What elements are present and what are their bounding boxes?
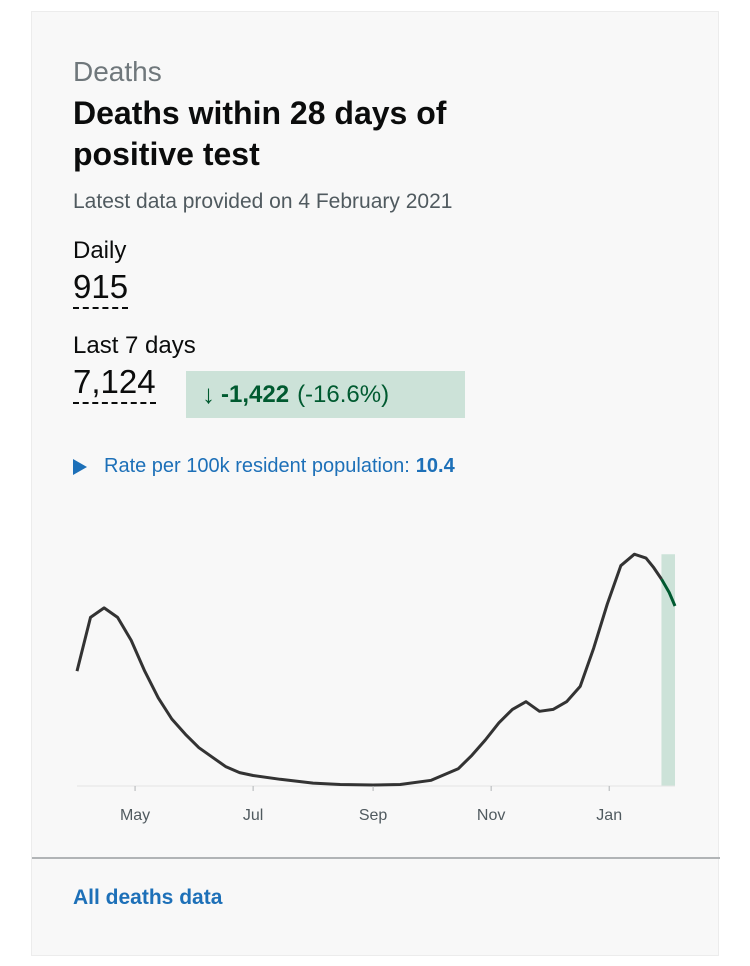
card-category: Deaths: [73, 56, 162, 87]
last-7-days-label: Last 7 days: [73, 332, 196, 359]
deaths-line-chart: May Jul Sep Nov Jan: [75, 552, 677, 824]
rate-value: 10.4: [415, 455, 455, 477]
x-tick-label: Sep: [359, 807, 388, 824]
last-updated-text: Latest data provided on 4 February 2021: [73, 190, 453, 213]
disclosure-triangle-icon: [73, 458, 87, 475]
change-badge: ↓ -1,422 (-16.6%): [186, 371, 465, 418]
card-title: Deaths within 28 days of positive test: [73, 95, 447, 172]
footer-divider: [32, 857, 720, 859]
highlighted-series-line: [660, 578, 677, 607]
rate-label: Rate per 100k resident population:: [104, 455, 410, 477]
highlight-band: [661, 554, 675, 786]
x-tick-label: May: [120, 807, 150, 824]
deaths-card: Deaths Deaths within 28 days of positive…: [31, 11, 720, 956]
arrow-down-icon: ↓: [202, 379, 215, 409]
x-tick-label: Jul: [243, 807, 263, 824]
daily-value[interactable]: 915: [73, 269, 129, 309]
x-tick-label: Jan: [596, 807, 622, 824]
change-percent: (-16.6%): [297, 380, 390, 408]
change-absolute: -1,422: [221, 380, 290, 408]
series-line: [75, 552, 663, 787]
daily-label: Daily: [73, 237, 127, 264]
last-7-days-value[interactable]: 7,124: [73, 364, 156, 404]
rate-disclosure-toggle[interactable]: Rate per 100k resident population: 10.4: [73, 455, 455, 478]
x-tick-label: Nov: [477, 807, 505, 824]
all-deaths-data-link[interactable]: All deaths data: [73, 886, 223, 909]
